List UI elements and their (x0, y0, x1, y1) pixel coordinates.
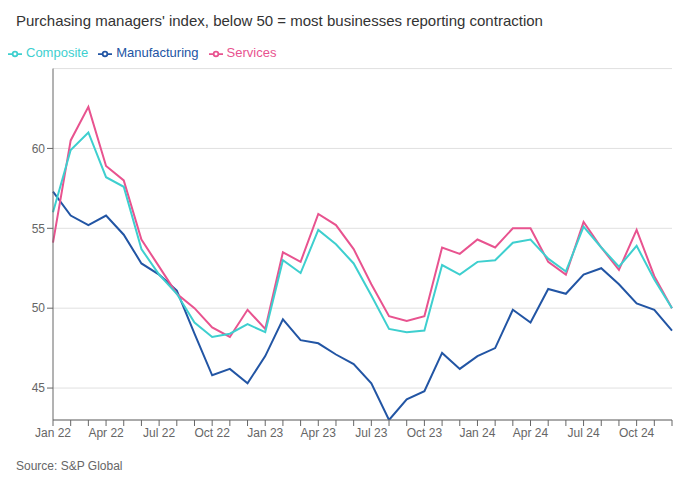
svg-text:45: 45 (32, 381, 46, 395)
svg-text:Oct 23: Oct 23 (407, 426, 443, 440)
html-text:Composite: Composite (26, 45, 89, 60)
html-text:Manufacturing: Manufacturing (116, 45, 199, 60)
html-text:Source: S&P Global: Source: S&P Global (16, 459, 123, 473)
svg-text:Jul 22: Jul 22 (143, 426, 175, 440)
svg-text:Oct 22: Oct 22 (194, 426, 230, 440)
svg-text:Apr 22: Apr 22 (88, 426, 124, 440)
svg-text:Jan 22: Jan 22 (35, 426, 71, 440)
svg-text:50: 50 (32, 301, 46, 315)
svg-text:Jan 24: Jan 24 (459, 426, 495, 440)
html-text:Purchasing managers' index, be: Purchasing managers' index, below 50 = m… (16, 12, 543, 29)
svg-text:Jul 23: Jul 23 (355, 426, 387, 440)
svg-text:60: 60 (32, 142, 46, 156)
svg-text:Jan 23: Jan 23 (247, 426, 283, 440)
html-text:Services: Services (226, 45, 277, 60)
svg-text:Jul 24: Jul 24 (568, 426, 600, 440)
svg-text:55: 55 (32, 222, 46, 236)
svg-text:Apr 24: Apr 24 (513, 426, 549, 440)
svg-text:Oct 24: Oct 24 (619, 426, 655, 440)
svg-text:Apr 23: Apr 23 (301, 426, 337, 440)
